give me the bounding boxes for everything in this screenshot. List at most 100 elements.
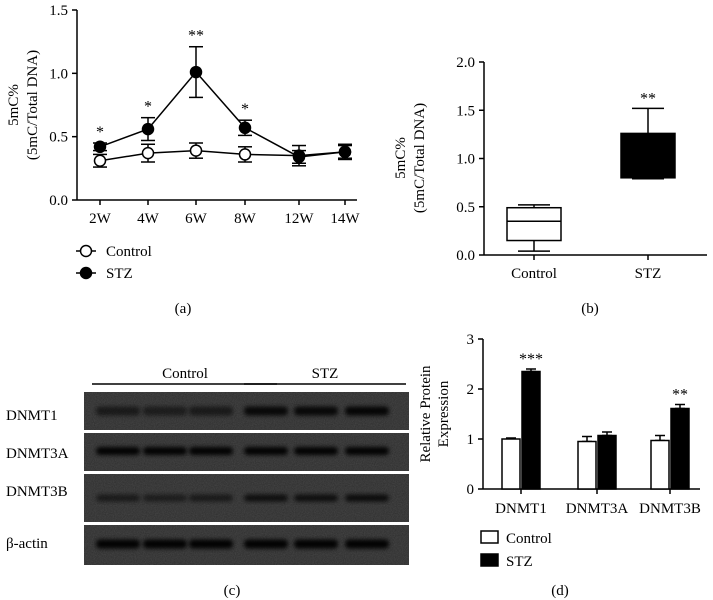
y-tick-label: 1	[467, 432, 475, 448]
legend-marker-control	[79, 244, 93, 258]
significance-mark: *	[96, 124, 104, 141]
y-tick-label: 2.0	[456, 55, 475, 71]
y-tick-label: 2	[467, 382, 475, 398]
blot-group-label-control: Control	[162, 366, 208, 382]
data-point-control	[93, 154, 107, 167]
blot-band	[244, 447, 288, 455]
x-tick-label: 6W	[185, 211, 208, 227]
blot-band	[96, 494, 140, 502]
legend-swatch-stz	[480, 553, 499, 567]
data-point-stz	[189, 65, 203, 79]
legend-label-control: Control	[106, 244, 152, 260]
panel-b-box-plot: 0.0 0.5 1.0 1.5 2.0 Control STZ 5mC% (5mC/Total …	[393, 55, 707, 317]
significance-mark: **	[672, 387, 688, 404]
legend-swatch-control	[480, 530, 499, 544]
blot-band	[96, 447, 140, 455]
bar-control	[501, 438, 521, 490]
bar-control	[650, 439, 670, 490]
data-point-control	[238, 148, 252, 161]
series-line-control	[99, 149, 346, 162]
blot-band	[294, 494, 338, 502]
blot-band	[294, 447, 338, 455]
blot-row-label: β-actin	[6, 536, 48, 552]
blot-band	[143, 494, 187, 502]
bar-stz	[670, 407, 690, 490]
x-tick-label: 4W	[137, 211, 160, 227]
x-tick-label: DNMT1	[495, 501, 547, 517]
box-control-iqr	[506, 206, 562, 242]
series-line-stz	[99, 70, 346, 158]
legend-label-control: Control	[506, 531, 552, 547]
y-tick-label: 0.5	[456, 200, 475, 216]
bar-stz	[521, 370, 541, 490]
y-axis-label-line1: 5mC%	[393, 137, 409, 179]
x-tick-label: DNMT3B	[639, 501, 701, 517]
blot-band	[244, 494, 288, 502]
blot-band	[345, 406, 389, 416]
blot-band	[143, 406, 187, 416]
blot-band	[294, 539, 338, 549]
legend-label-stz: STZ	[506, 554, 533, 570]
blot-band	[345, 447, 389, 455]
x-tick-label: 8W	[234, 211, 257, 227]
panel-label: (c)	[224, 583, 241, 599]
y-axis-label-line1: Relative Protein	[418, 365, 434, 463]
blot-band	[189, 447, 233, 455]
blot-band	[244, 539, 288, 549]
y-tick-label: 1.5	[456, 103, 475, 119]
blot-group-label-stz: STZ	[312, 366, 339, 382]
significance-mark: **	[188, 28, 204, 45]
blot-band	[143, 447, 187, 455]
data-point-stz	[93, 140, 107, 154]
y-tick-label: 0.0	[49, 193, 68, 209]
panel-d-bar-chart: 0 1 2 3 DNMT1 DNMT3A DNMT3B Relative Protein Exp…	[418, 332, 701, 599]
significance-mark: ***	[519, 351, 543, 368]
bar-stz	[597, 434, 617, 490]
blot-row-label: DNMT3A	[6, 446, 69, 462]
y-tick-label: 3	[467, 332, 475, 348]
panel-label: (d)	[551, 583, 569, 599]
data-point-stz	[292, 150, 306, 164]
y-axis-label-line2: (5mC/Total DNA)	[25, 50, 41, 160]
data-point-stz	[338, 145, 352, 159]
y-tick-label: 1.0	[456, 152, 475, 168]
bar-control	[577, 440, 597, 490]
significance-mark: *	[241, 101, 249, 118]
panel-c-western-blot: Control STZ DNMT1 DNMT3A DNMT3B β-actin (c)	[6, 366, 409, 599]
blot-row-label: DNMT3B	[6, 484, 68, 500]
panel-a-line-chart: 0.0 0.5 1.0 1.5 2W 4W 6W 8W 12W 14W 5mC% (5mC/Total…	[6, 3, 360, 317]
x-tick-label: 12W	[284, 211, 314, 227]
blot-band	[143, 539, 187, 549]
blot-band	[189, 406, 233, 416]
x-tick-label: Control	[511, 266, 557, 282]
significance-mark: **	[640, 90, 656, 107]
blot-band	[189, 494, 233, 502]
y-tick-label: 0.5	[49, 130, 68, 146]
y-axis-label-line2: Expression	[436, 380, 452, 447]
blot-band	[189, 539, 233, 549]
panel-label: (a)	[175, 301, 192, 317]
x-tick-label: DNMT3A	[566, 501, 629, 517]
y-tick-label: 1.0	[49, 66, 68, 82]
blot-row-label: DNMT1	[6, 408, 58, 424]
y-axis-label-line1: 5mC%	[6, 84, 22, 126]
legend-marker-stz	[79, 266, 93, 280]
blot-band	[294, 406, 338, 416]
x-tick-label: 2W	[89, 211, 112, 227]
significance-mark: *	[144, 99, 152, 116]
x-tick-label: STZ	[635, 266, 662, 282]
blot-band	[345, 494, 389, 502]
blot-band	[96, 406, 140, 416]
y-tick-label: 0.0	[456, 248, 475, 264]
legend-label-stz: STZ	[106, 266, 133, 282]
y-tick-label: 0	[467, 482, 475, 498]
data-point-control	[141, 146, 155, 160]
data-point-stz	[238, 121, 252, 135]
y-axis-label-line2: (5mC/Total DNA)	[412, 103, 428, 213]
y-tick-label: 1.5	[49, 3, 68, 19]
blot-band	[96, 539, 140, 549]
data-point-stz	[141, 122, 155, 136]
panel-label: (b)	[581, 301, 599, 317]
data-point-control	[189, 144, 203, 157]
